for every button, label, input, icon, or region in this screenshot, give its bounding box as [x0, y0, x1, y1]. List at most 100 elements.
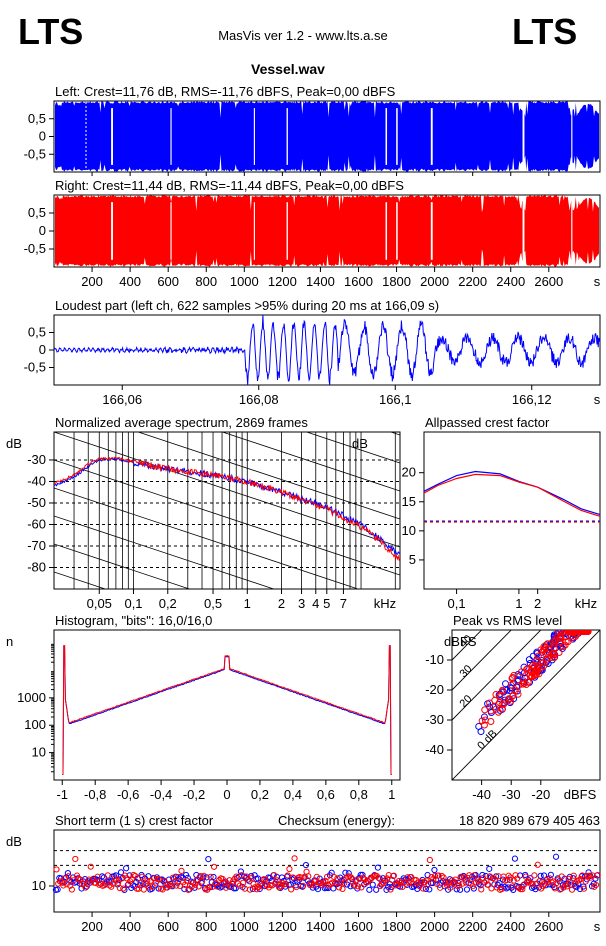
- pvr-point: [554, 630, 562, 635]
- crest-point: [488, 885, 495, 892]
- crest-point: [200, 872, 207, 879]
- x-tick-label: 1: [388, 787, 395, 802]
- x-tick-label: 3: [298, 596, 305, 611]
- pvr-point: [498, 686, 506, 694]
- crest-point: [455, 882, 463, 889]
- crest-point: [563, 883, 570, 890]
- crest-point: [314, 885, 322, 893]
- pvr-point: [546, 640, 554, 648]
- x-tick-label: 5: [323, 596, 330, 611]
- crest-diagonal: [452, 630, 483, 661]
- x-tick-label: 1000: [230, 919, 259, 934]
- x-tick-label: 0,6: [317, 787, 335, 802]
- crest-point: [483, 877, 490, 885]
- crest-point: [471, 872, 478, 879]
- x-tick-label: 1000: [230, 274, 259, 289]
- crest-point: [553, 879, 560, 887]
- crest-point: [302, 861, 310, 869]
- pvr-point: [508, 675, 516, 683]
- crest-point: [556, 886, 564, 893]
- crest-point: [322, 877, 329, 884]
- crest-point: [78, 885, 85, 892]
- crest-point: [373, 872, 380, 880]
- y-tick-label: 5: [409, 552, 416, 567]
- y-tick-label: 10: [32, 878, 46, 893]
- crest-point: [380, 880, 387, 887]
- pvr-point: [534, 652, 542, 660]
- pvr-point: [517, 668, 525, 676]
- x-axis-unit: kHz: [374, 596, 396, 611]
- waveform-gap: [170, 202, 172, 260]
- crest-point: [422, 885, 429, 893]
- crest-point: [60, 882, 67, 889]
- x-tick-label: 1200: [268, 274, 297, 289]
- crest-point: [173, 882, 180, 889]
- waveform-gap: [571, 202, 573, 260]
- chart-title: Loudest part (left ch, 622 samples >95% …: [55, 298, 439, 313]
- x-axis-unit: dBFS: [564, 787, 597, 802]
- waveform-gap: [385, 202, 388, 260]
- crest-point: [425, 880, 432, 887]
- y-tick-label: 0,5: [28, 325, 46, 340]
- crest-point: [240, 879, 247, 886]
- plot-frame: [451, 629, 601, 781]
- waveform-gap: [111, 202, 113, 260]
- waveform-gap: [253, 108, 255, 165]
- crest-point: [469, 883, 476, 890]
- crest-point: [431, 872, 439, 880]
- checksum-value: 18 820 989 679 405 463: [459, 813, 600, 828]
- x-tick-label: -1: [56, 787, 68, 802]
- pvr-point: [578, 630, 586, 635]
- x-tick-label: 600: [157, 919, 179, 934]
- pvr-point: [559, 643, 567, 651]
- y-axis-label: n: [6, 634, 13, 649]
- crest-point: [428, 873, 435, 881]
- x-tick-label: -30: [502, 787, 521, 802]
- crest-point: [484, 881, 492, 888]
- x-tick-label: 166,12: [512, 392, 552, 407]
- pvr-point: [535, 670, 543, 678]
- crest-point: [305, 873, 312, 880]
- x-tick-label: 1: [244, 596, 251, 611]
- crest-point: [531, 872, 538, 879]
- x-tick-label: 4: [312, 596, 319, 611]
- pvr-point: [507, 681, 515, 689]
- crest-point: [288, 886, 295, 893]
- y-tick-label: 0,5: [28, 205, 46, 220]
- short-term-crest-chart: Short term (1 s) crest factor Checksum (e…: [6, 813, 601, 934]
- slope-line: [54, 432, 400, 548]
- crest-point: [65, 873, 72, 880]
- x-tick-label: 1600: [344, 919, 373, 934]
- crest-point: [536, 878, 543, 885]
- crest-point: [214, 883, 221, 890]
- crest-point: [219, 875, 226, 883]
- x-tick-label: -0,2: [183, 787, 205, 802]
- crest-point: [387, 886, 394, 893]
- pvr-point: [502, 680, 510, 688]
- crest-point: [359, 874, 367, 881]
- crest-point: [363, 879, 370, 886]
- crest-point: [144, 877, 151, 884]
- waveform-gap: [522, 202, 525, 260]
- waveform-gap: [385, 108, 388, 165]
- crest-point: [250, 880, 257, 887]
- y-axis-label: dBFS: [444, 634, 477, 649]
- crest-point: [140, 886, 147, 893]
- file-name: Vessel.wav: [251, 61, 325, 77]
- crest-point: [255, 883, 262, 891]
- pvr-point: [523, 665, 531, 673]
- crest-point: [63, 881, 70, 888]
- pvr-point: [478, 717, 486, 725]
- crest-point: [431, 866, 438, 874]
- crest-point: [547, 871, 554, 878]
- histogram-series-line: [62, 645, 392, 775]
- x-axis-unit: s: [594, 919, 601, 934]
- x-tick-label: 166,06: [102, 392, 142, 407]
- chart-title: Peak vs RMS level: [453, 613, 562, 628]
- waveform-gap: [286, 202, 288, 260]
- crest-point: [139, 873, 146, 880]
- pvr-point: [486, 699, 494, 707]
- y-tick-label: -0,5: [24, 360, 46, 375]
- crest-point: [237, 868, 244, 875]
- crest-point: [426, 886, 433, 893]
